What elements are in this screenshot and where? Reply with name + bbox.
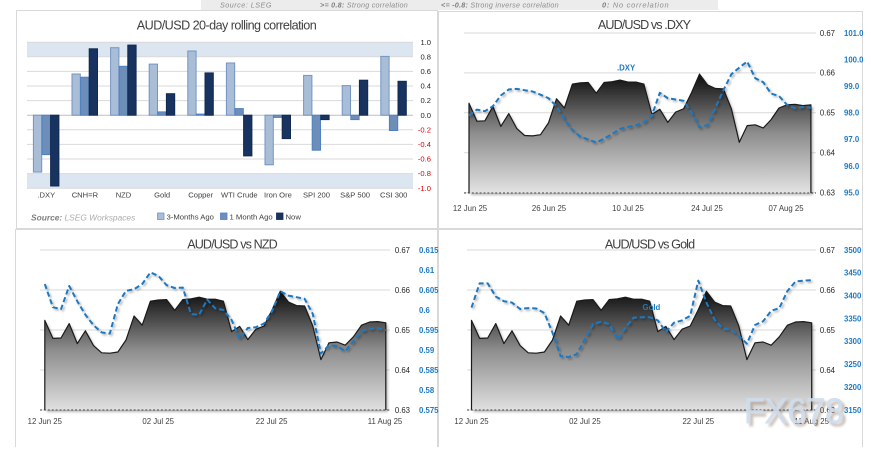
- svg-text:0.61: 0.61: [419, 266, 435, 275]
- svg-text:0.66: 0.66: [820, 69, 835, 78]
- svg-text:0.6: 0.6: [419, 306, 431, 315]
- svg-text:0.64: 0.64: [820, 149, 836, 158]
- svg-text:0.67: 0.67: [820, 246, 835, 255]
- svg-text:<= -0.8: Strong inverse correl: <= -0.8: Strong inverse correlation: [441, 1, 559, 10]
- svg-text:97.0: 97.0: [844, 135, 860, 144]
- svg-text:NZD: NZD: [116, 191, 132, 200]
- svg-text:CSI 300: CSI 300: [380, 191, 407, 200]
- svg-text:0.8: 0.8: [420, 52, 431, 61]
- svg-text:3300: 3300: [844, 337, 862, 346]
- svg-text:Now: Now: [286, 213, 302, 222]
- svg-text:AUD/USD vs .DXY: AUD/USD vs .DXY: [598, 18, 692, 32]
- svg-text:WTI Crude: WTI Crude: [221, 191, 258, 200]
- svg-text:26 Jun 25: 26 Jun 25: [532, 204, 567, 213]
- svg-text:AUD/USD vs Gold: AUD/USD vs Gold: [605, 238, 695, 252]
- svg-text:Copper: Copper: [188, 191, 213, 200]
- svg-text:12 Jun 25: 12 Jun 25: [454, 417, 489, 426]
- svg-text:02 Jul 25: 02 Jul 25: [142, 417, 174, 426]
- svg-text:3400: 3400: [844, 292, 862, 301]
- svg-text:Iron Ore: Iron Ore: [264, 191, 292, 200]
- svg-text:12 Jun 25: 12 Jun 25: [28, 417, 63, 426]
- svg-text:0.595: 0.595: [419, 326, 439, 335]
- svg-text:0.67: 0.67: [820, 29, 835, 38]
- svg-text:-0.2: -0.2: [418, 125, 431, 134]
- svg-text:101.0: 101.0: [844, 29, 864, 38]
- svg-text:10 Jul 25: 10 Jul 25: [612, 204, 644, 213]
- svg-text:99.0: 99.0: [844, 82, 860, 91]
- svg-text:0.65: 0.65: [395, 326, 411, 335]
- svg-text:Gold: Gold: [643, 303, 661, 312]
- svg-text:3500: 3500: [844, 246, 862, 255]
- svg-text:0.66: 0.66: [395, 286, 410, 295]
- svg-text:0.63: 0.63: [820, 188, 835, 197]
- svg-text:3250: 3250: [844, 360, 862, 369]
- svg-text:0.575: 0.575: [419, 406, 439, 415]
- svg-text:02 Jul 25: 02 Jul 25: [569, 417, 601, 426]
- svg-text:-0.6: -0.6: [418, 155, 431, 164]
- svg-text:3350: 3350: [844, 314, 862, 323]
- svg-text:0.4: 0.4: [420, 82, 431, 91]
- svg-text:98.0: 98.0: [844, 109, 860, 118]
- svg-text:Source: LSEG: Source: LSEG: [220, 1, 272, 10]
- svg-text:FX678: FX678: [747, 396, 847, 435]
- svg-text:Source: LSEG Workspaces: Source: LSEG Workspaces: [31, 213, 136, 223]
- svg-text:SPI 200: SPI 200: [303, 191, 330, 200]
- svg-text:11 Aug 25: 11 Aug 25: [368, 417, 403, 426]
- svg-text:0.0: 0.0: [420, 111, 431, 120]
- svg-text:11 Aug 25: 11 Aug 25: [794, 417, 829, 426]
- svg-text:0.63: 0.63: [820, 406, 835, 415]
- svg-text:0.65: 0.65: [820, 326, 836, 335]
- svg-text:.DXY: .DXY: [617, 64, 636, 73]
- svg-text:0.58: 0.58: [419, 386, 435, 395]
- svg-text:3200: 3200: [844, 383, 862, 392]
- svg-text:CNH=R: CNH=R: [72, 191, 99, 200]
- svg-text:>= 0.8: Strong correlation: >= 0.8: Strong correlation: [320, 1, 408, 10]
- svg-text:0.64: 0.64: [395, 366, 411, 375]
- svg-text:3450: 3450: [844, 269, 862, 278]
- svg-text:FX678: FX678: [744, 393, 844, 432]
- svg-text:0.6: 0.6: [420, 67, 431, 76]
- svg-text:0.605: 0.605: [419, 286, 439, 295]
- svg-text:-0.4: -0.4: [418, 140, 431, 149]
- svg-text:0.66: 0.66: [820, 286, 835, 295]
- svg-text:AUD/USD vs NZD: AUD/USD vs NZD: [187, 238, 277, 252]
- svg-text:0.67: 0.67: [395, 246, 410, 255]
- svg-text:12 Jun 25: 12 Jun 25: [453, 204, 488, 213]
- svg-text:0.615: 0.615: [419, 246, 439, 255]
- svg-text:Gold: Gold: [154, 191, 170, 200]
- svg-text:96.0: 96.0: [844, 162, 860, 171]
- svg-text:0.2: 0.2: [420, 96, 431, 105]
- svg-text:0.64: 0.64: [820, 366, 836, 375]
- svg-text:1 Month Ago: 1 Month Ago: [230, 213, 273, 222]
- svg-text:0: No correlation: 0: No correlation: [602, 1, 669, 10]
- svg-text:-0.8: -0.8: [418, 169, 431, 178]
- svg-text:-1.0: -1.0: [418, 184, 431, 193]
- svg-text:3-Months Ago: 3-Months Ago: [167, 213, 214, 222]
- svg-text:100.0: 100.0: [844, 55, 864, 64]
- svg-text:.DXY: .DXY: [37, 191, 55, 200]
- svg-text:0.63: 0.63: [395, 406, 410, 415]
- svg-text:0.585: 0.585: [419, 366, 439, 375]
- svg-text:95.0: 95.0: [844, 188, 860, 197]
- svg-text:07 Aug 25: 07 Aug 25: [768, 204, 804, 213]
- svg-text:S&P 500: S&P 500: [340, 191, 370, 200]
- svg-text:0.65: 0.65: [820, 109, 836, 118]
- svg-text:22 Jul 25: 22 Jul 25: [682, 417, 714, 426]
- svg-text:22 Jul 25: 22 Jul 25: [256, 417, 288, 426]
- svg-text:1.0: 1.0: [420, 38, 431, 47]
- svg-text:3150: 3150: [844, 406, 862, 415]
- svg-text:AUD/USD 20-day rolling correla: AUD/USD 20-day rolling correlation: [137, 19, 317, 33]
- svg-text:24 Jul 25: 24 Jul 25: [691, 204, 723, 213]
- svg-text:0.59: 0.59: [419, 346, 435, 355]
